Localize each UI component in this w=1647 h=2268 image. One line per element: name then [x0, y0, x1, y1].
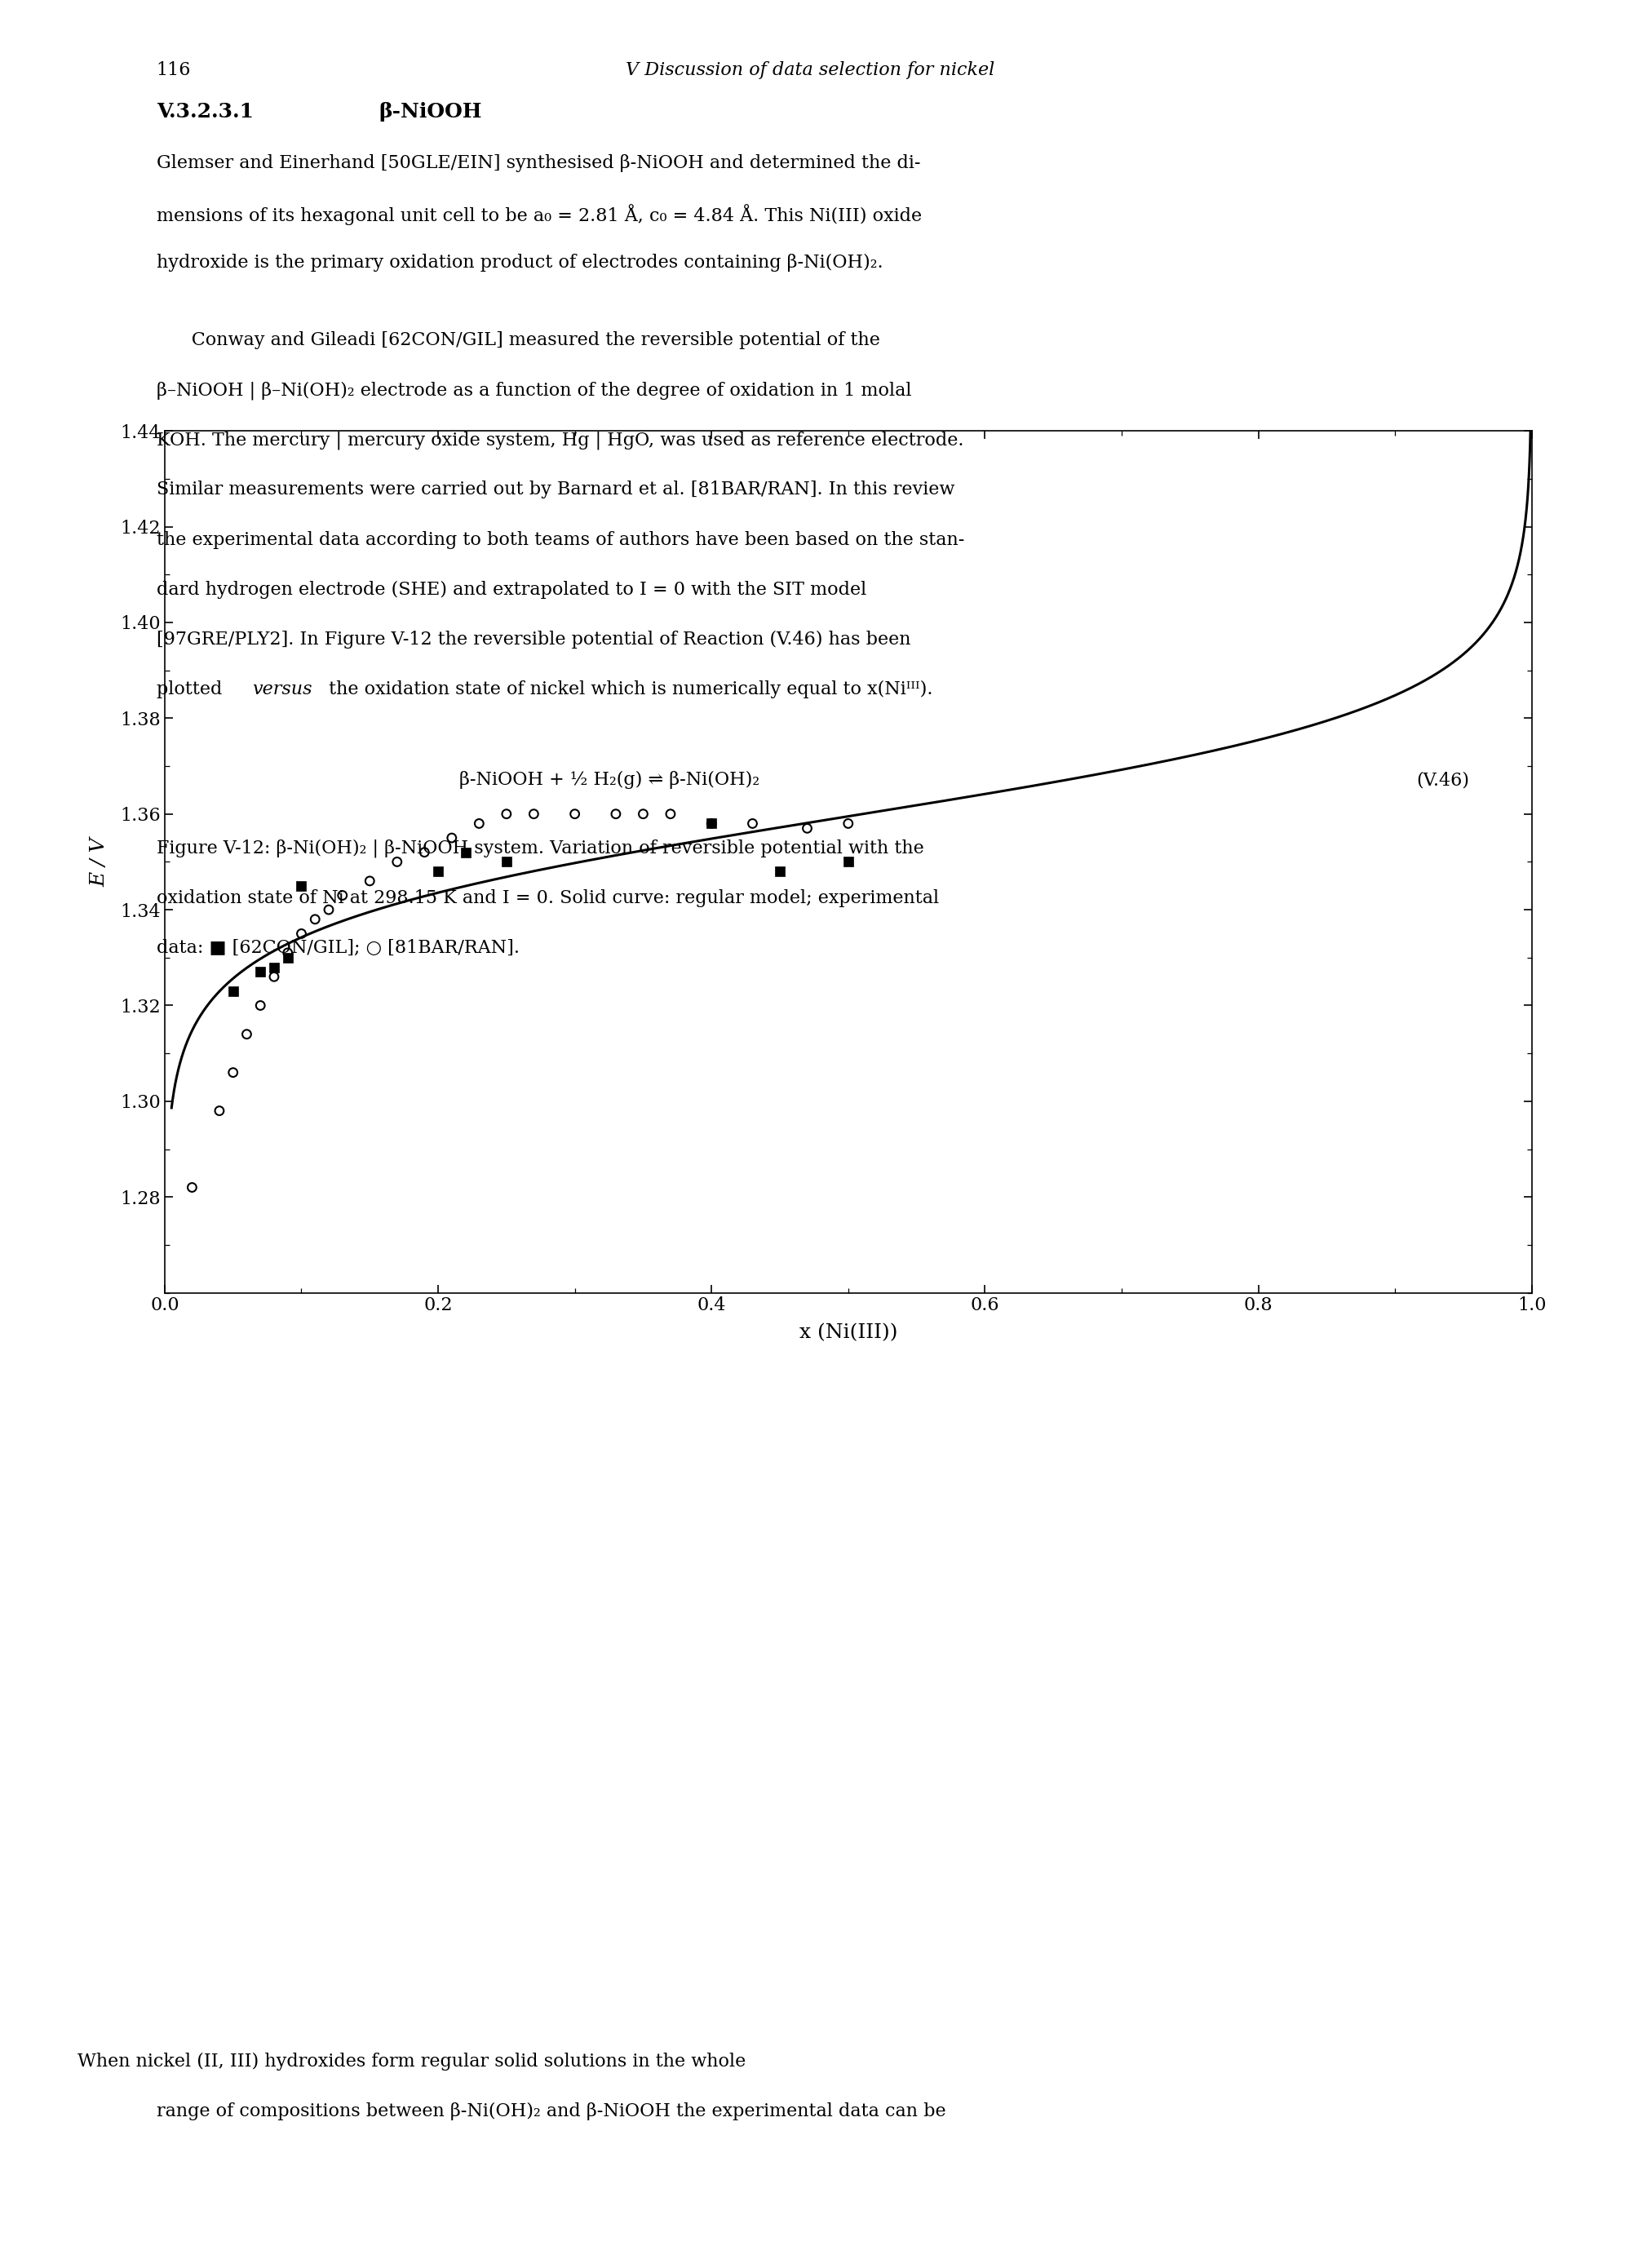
Text: Glemser and Einerhand [50GLE/EIN] synthesised β-NiOOH and determined the di-: Glemser and Einerhand [50GLE/EIN] synthe… [156, 154, 921, 172]
Point [260, 959, 287, 996]
Y-axis label: E / V: E / V [91, 837, 109, 887]
Point [275, 934, 301, 971]
Text: β-NiOOH: β-NiOOH [379, 102, 483, 122]
Text: V.3.2.3.1: V.3.2.3.1 [156, 102, 254, 122]
Text: mensions of its hexagonal unit cell to be a₀ = 2.81 Å, c₀ = 4.84 Å. This Ni(III): mensions of its hexagonal unit cell to b… [156, 204, 922, 225]
Text: Similar measurements were carried out by Barnard et al. [81BAR/RAN]. In this rev: Similar measurements were carried out by… [156, 481, 955, 499]
Point [288, 916, 315, 953]
Text: hydroxide is the primary oxidation product of electrodes containing β-Ni(OH)₂.: hydroxide is the primary oxidation produ… [156, 254, 883, 272]
Text: β–NiOOH | β–Ni(OH)₂ electrode as a function of the degree of oxidation in 1 mola: β–NiOOH | β–Ni(OH)₂ electrode as a funct… [156, 381, 911, 399]
Point [180, 1170, 206, 1207]
Text: 116: 116 [156, 61, 191, 79]
Point [425, 853, 451, 889]
Point [698, 805, 725, 841]
Text: versus: versus [252, 680, 311, 699]
Text: the experimental data according to both teams of authors have been based on the : the experimental data according to both … [156, 531, 965, 549]
Text: V Discussion of data selection for nickel: V Discussion of data selection for nicke… [626, 61, 995, 79]
Point [356, 862, 382, 898]
Point [329, 878, 356, 914]
Point [275, 939, 301, 975]
Text: When nickel (II, III) hydroxides form regular solid solutions in the whole: When nickel (II, III) hydroxides form re… [77, 2053, 746, 2071]
X-axis label: x (Ni(III)): x (Ni(III)) [799, 1325, 898, 1343]
Text: the oxidation state of nickel which is numerically equal to x(Niᴵᴵᴵ).: the oxidation state of nickel which is n… [323, 680, 932, 699]
Point [260, 948, 287, 984]
Text: [97GRE/PLY2]. In Figure V-12 the reversible potential of Reaction (V.46) has bee: [97GRE/PLY2]. In Figure V-12 the reversi… [156, 631, 911, 649]
Text: Figure V-12: β-Ni(OH)₂ | β-NiOOH system. Variation of reversible potential with : Figure V-12: β-Ni(OH)₂ | β-NiOOH system.… [156, 839, 924, 857]
Point [316, 891, 343, 928]
Point [412, 835, 438, 871]
Point [740, 805, 766, 841]
Point [698, 805, 725, 841]
Point [384, 844, 410, 880]
Point [835, 805, 861, 841]
Point [466, 805, 492, 841]
Point [438, 819, 464, 855]
Text: Conway and Gileadi [62CON/GIL] measured the reversible potential of the: Conway and Gileadi [62CON/GIL] measured … [156, 331, 879, 349]
Point [453, 835, 479, 871]
Point [247, 955, 273, 991]
Text: plotted: plotted [156, 680, 227, 699]
Point [766, 853, 794, 889]
Point [247, 987, 273, 1023]
Point [234, 1016, 260, 1052]
Point [221, 973, 247, 1009]
Point [206, 1093, 232, 1129]
Text: KOH. The mercury | mercury oxide system, Hg | HgO, was used as reference electro: KOH. The mercury | mercury oxide system,… [156, 431, 963, 449]
Point [494, 796, 520, 832]
Point [629, 796, 656, 832]
Text: data: ■ [62CON/GIL]; ○ [81BAR/RAN].: data: ■ [62CON/GIL]; ○ [81BAR/RAN]. [156, 939, 519, 957]
Point [494, 844, 520, 880]
Point [301, 900, 328, 937]
Point [794, 810, 820, 846]
Point [835, 844, 861, 880]
Point [221, 1055, 247, 1091]
Text: β-NiOOH + ½ H₂(g) ⇌ β-Ni(OH)₂: β-NiOOH + ½ H₂(g) ⇌ β-Ni(OH)₂ [460, 771, 759, 789]
Point [603, 796, 629, 832]
Point [288, 869, 315, 905]
Point [520, 796, 547, 832]
Text: dard hydrogen electrode (SHE) and extrapolated to I = 0 with the SIT model: dard hydrogen electrode (SHE) and extrap… [156, 581, 866, 599]
Text: range of compositions between β-Ni(OH)₂ and β-NiOOH the experimental data can be: range of compositions between β-Ni(OH)₂ … [156, 2102, 945, 2121]
Text: (V.46): (V.46) [1416, 771, 1469, 789]
Point [657, 796, 684, 832]
Point [562, 796, 588, 832]
Text: oxidation state of Ni at 298.15 K and I = 0. Solid curve: regular model; experim: oxidation state of Ni at 298.15 K and I … [156, 889, 939, 907]
